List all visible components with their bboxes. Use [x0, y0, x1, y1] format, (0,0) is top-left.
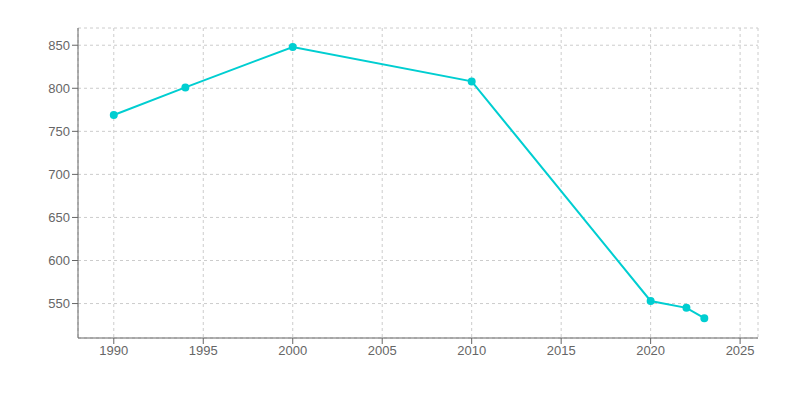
svg-text:600: 600	[48, 253, 70, 268]
svg-text:2010: 2010	[457, 343, 486, 358]
svg-text:800: 800	[48, 81, 70, 96]
svg-text:850: 850	[48, 38, 70, 53]
svg-text:2000: 2000	[278, 343, 307, 358]
svg-text:2025: 2025	[726, 343, 755, 358]
svg-text:550: 550	[48, 296, 70, 311]
svg-text:1990: 1990	[99, 343, 128, 358]
svg-text:1995: 1995	[189, 343, 218, 358]
svg-text:2005: 2005	[368, 343, 397, 358]
svg-text:2015: 2015	[547, 343, 576, 358]
svg-text:2020: 2020	[636, 343, 665, 358]
svg-text:650: 650	[48, 210, 70, 225]
svg-text:700: 700	[48, 167, 70, 182]
svg-text:750: 750	[48, 124, 70, 139]
